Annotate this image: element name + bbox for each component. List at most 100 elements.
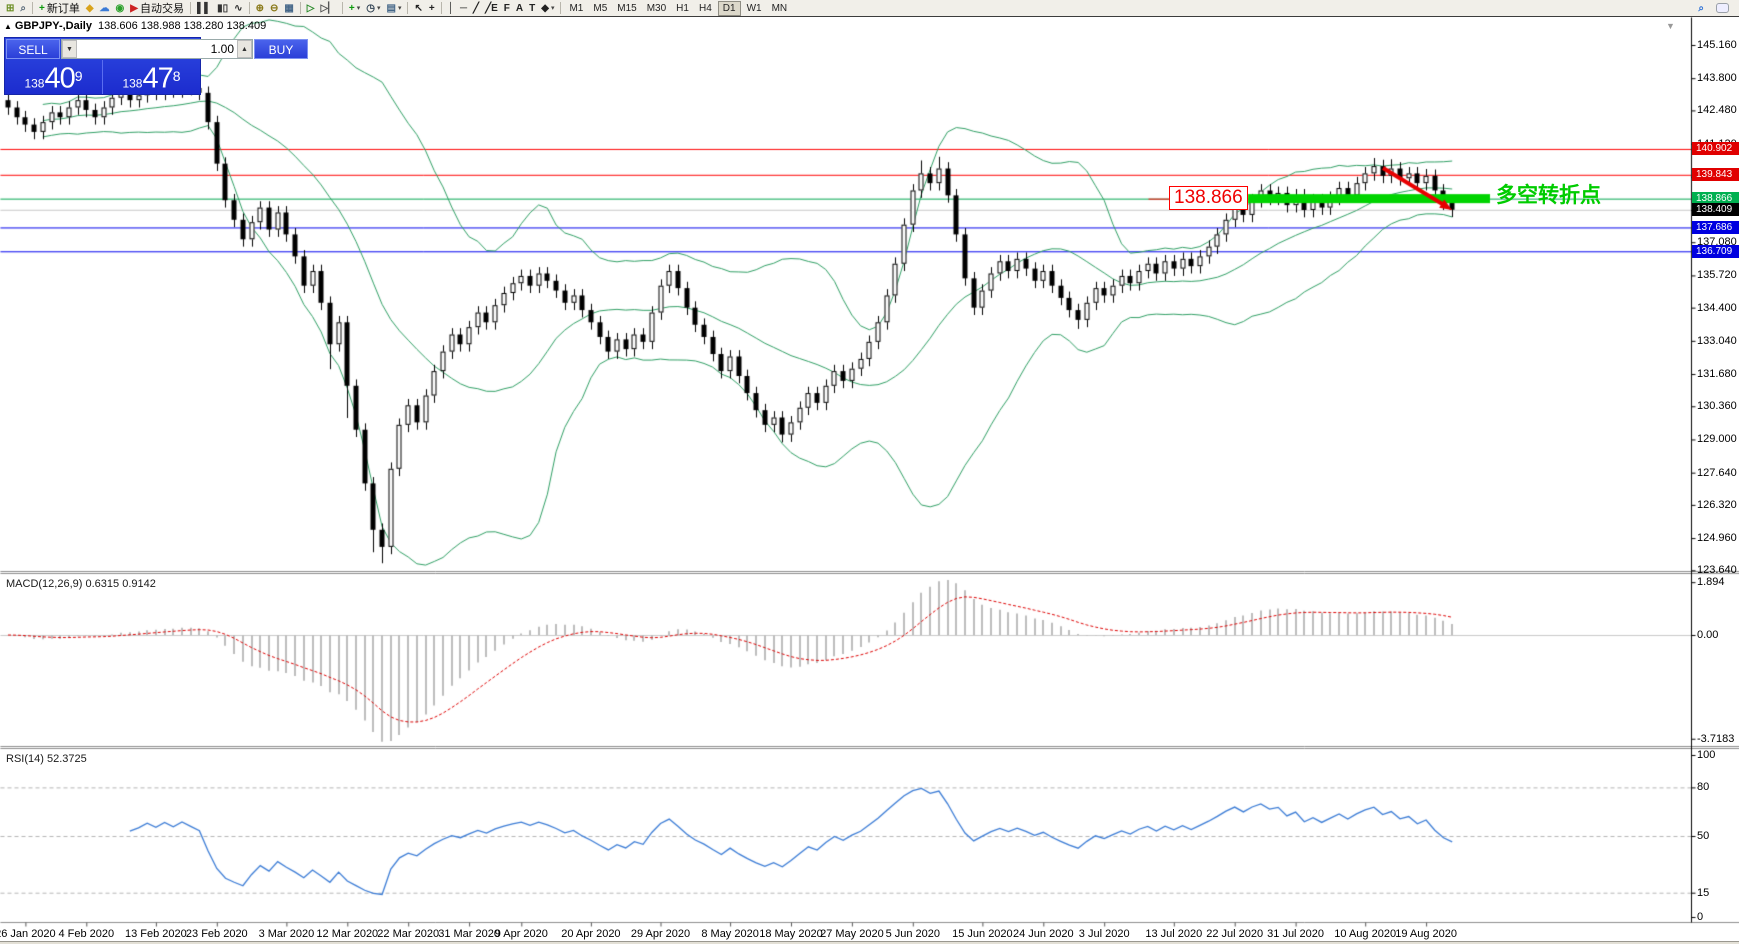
toolbar-separator	[299, 2, 301, 14]
date-axis-label[interactable]: 22 Mar 2020	[377, 928, 440, 940]
date-axis-label[interactable]: 20 Apr 2020	[561, 928, 621, 940]
tile-windows-button[interactable]: ▦	[281, 1, 296, 16]
price-badge-139843: 139.843	[1692, 168, 1739, 182]
one-click-trading-panel: SELL ▼ ▲ BUY 138409 138478	[4, 37, 308, 95]
volume-down-button[interactable]: ▼	[62, 40, 77, 58]
text-button[interactable]: A	[513, 1, 526, 16]
chat-button[interactable]	[1713, 1, 1732, 16]
timeframe-h4[interactable]: H4	[698, 2, 712, 14]
date-axis-label[interactable]: 13 Jul 2020	[1145, 928, 1203, 940]
chart-shift-marker-icon[interactable]: ▼	[1666, 21, 1675, 31]
date-axis-label[interactable]: 24 Jun 2020	[1013, 928, 1074, 940]
timeframe-m30[interactable]: M30	[646, 2, 667, 14]
date-axis-label[interactable]: 31 Mar 2020	[438, 928, 500, 940]
date-axis-label[interactable]: 12 Mar 2020	[316, 928, 379, 940]
trendline-button[interactable]: ╱	[470, 1, 482, 16]
panel-collapse-arrow-icon[interactable]: ▲	[4, 22, 12, 31]
toolbar-right: ⌕	[1695, 1, 1736, 16]
timeframe-m1[interactable]: M1	[569, 2, 584, 14]
candlestick-button[interactable]: ▮▯	[214, 1, 231, 16]
autotrading-button[interactable]: ▶ 自动交易	[127, 1, 187, 16]
toolbar-separator	[440, 2, 442, 14]
price-axis-tick: 143.800	[1697, 72, 1737, 85]
price-badge-136709: 136.709	[1692, 244, 1739, 258]
date-axis-label[interactable]: 10 Aug 2020	[1334, 928, 1397, 940]
auto-scroll-icon: ▷	[306, 2, 315, 14]
sell-price-point: 9	[74, 68, 83, 84]
timeframe-m15[interactable]: M15	[617, 2, 637, 14]
text-icon: A	[515, 2, 524, 14]
new-chart-button[interactable]: ⊞	[3, 1, 17, 16]
line-chart-button[interactable]: ∿	[231, 1, 245, 16]
autotrade-play-icon: ▶	[130, 2, 138, 14]
auto-scroll-button[interactable]: ▷	[304, 1, 318, 16]
price-badge-137686: 137.686	[1692, 220, 1739, 234]
templates-button[interactable]: ▤ ▾	[384, 1, 405, 16]
date-axis-label[interactable]: 27 May 2020	[820, 928, 884, 940]
vertical-line-icon: │	[447, 2, 454, 14]
search-button[interactable]: ⌕	[1695, 1, 1707, 16]
price-axis-tick: 133.040	[1697, 334, 1737, 347]
price-badge-138409: 138.409	[1692, 203, 1739, 217]
volume-input[interactable]	[77, 40, 237, 58]
date-axis-label[interactable]: 26 Jan 2020	[0, 928, 56, 940]
date-axis-label[interactable]: 3 Jul 2020	[1078, 928, 1130, 940]
sell-price[interactable]: 138409	[5, 60, 102, 94]
publish-button[interactable]: ☁	[97, 1, 113, 16]
cursor-icon: ↖	[414, 2, 423, 14]
new-order-plus-icon: +	[39, 2, 45, 14]
volume-up-button[interactable]: ▲	[237, 40, 252, 58]
date-axis-label[interactable]: 9 Apr 2020	[494, 928, 548, 940]
date-axis-label[interactable]: 5 Jun 2020	[885, 928, 941, 940]
arrows-button[interactable]: ◆ ▾	[538, 1, 557, 16]
timeframe-m5[interactable]: M5	[593, 2, 608, 14]
channel-button[interactable]: ╱E	[482, 1, 501, 16]
timeframe-w1[interactable]: W1	[746, 2, 762, 14]
zoom-in-button[interactable]: ⊕	[253, 1, 267, 16]
trend-reversal-note[interactable]: 多空转折点	[1496, 184, 1601, 207]
date-axis-label[interactable]: 3 Mar 2020	[258, 928, 315, 940]
timeframe-d1[interactable]: D1	[717, 0, 741, 16]
profiles-button[interactable]: ⌕	[17, 1, 29, 16]
buy-price[interactable]: 138478	[103, 60, 200, 94]
date-axis-label[interactable]: 19 Aug 2020	[1395, 928, 1457, 940]
date-axis-label[interactable]: 13 Feb 2020	[125, 928, 187, 940]
cursor-button[interactable]: ↖	[411, 1, 425, 16]
symbol-low: 138.280	[183, 20, 224, 32]
fibonacci-icon: F	[503, 2, 510, 14]
vline-button[interactable]: │	[445, 1, 457, 16]
toolbar-separator	[560, 2, 562, 14]
date-axis-label[interactable]: 8 May 2020	[701, 928, 759, 940]
fibonacci-button[interactable]: F	[501, 1, 513, 16]
date-axis-label[interactable]: 18 May 2020	[759, 928, 823, 940]
zoom-out-button[interactable]: ⊖	[267, 1, 281, 16]
date-axis-label[interactable]: 15 Jun 2020	[952, 928, 1013, 940]
price-badge-140902: 140.902	[1692, 142, 1739, 156]
toolbar-separator	[32, 2, 33, 14]
date-axis-label[interactable]: 31 Jul 2020	[1267, 928, 1325, 940]
periods-button[interactable]: ◷ ▾	[363, 1, 383, 16]
chart-window-icon: ⊞	[6, 2, 15, 14]
price-axis-tick: 123.640	[1697, 564, 1737, 577]
buy-button[interactable]: BUY	[254, 39, 308, 59]
history-center-button[interactable]: ◆	[83, 1, 97, 16]
hline-button[interactable]: ─	[457, 1, 470, 16]
crosshair-button[interactable]: +	[426, 1, 438, 16]
timeframe-mn[interactable]: MN	[771, 2, 788, 14]
label-button[interactable]: T	[526, 1, 538, 16]
date-axis-label[interactable]: 22 Jul 2020	[1206, 928, 1264, 940]
sell-button[interactable]: SELL	[6, 39, 60, 59]
date-axis-label[interactable]: 29 Apr 2020	[630, 928, 691, 940]
level-annotation-138866[interactable]: 138.866	[1169, 186, 1248, 210]
price-axis-tick: 127.640	[1697, 466, 1737, 479]
timeframe-h1[interactable]: H1	[676, 2, 689, 14]
date-axis-label[interactable]: 4 Feb 2020	[58, 928, 115, 940]
bar-chart-button[interactable]: ▌▌	[194, 1, 214, 16]
indicators-button[interactable]: + ▾	[346, 1, 363, 16]
date-axis-label[interactable]: 23 Feb 2020	[185, 928, 248, 940]
chart-shift-button[interactable]: ▷▏	[318, 1, 339, 16]
signals-button[interactable]: ◉	[113, 1, 128, 16]
new-order-button[interactable]: + 新订单	[36, 1, 83, 16]
